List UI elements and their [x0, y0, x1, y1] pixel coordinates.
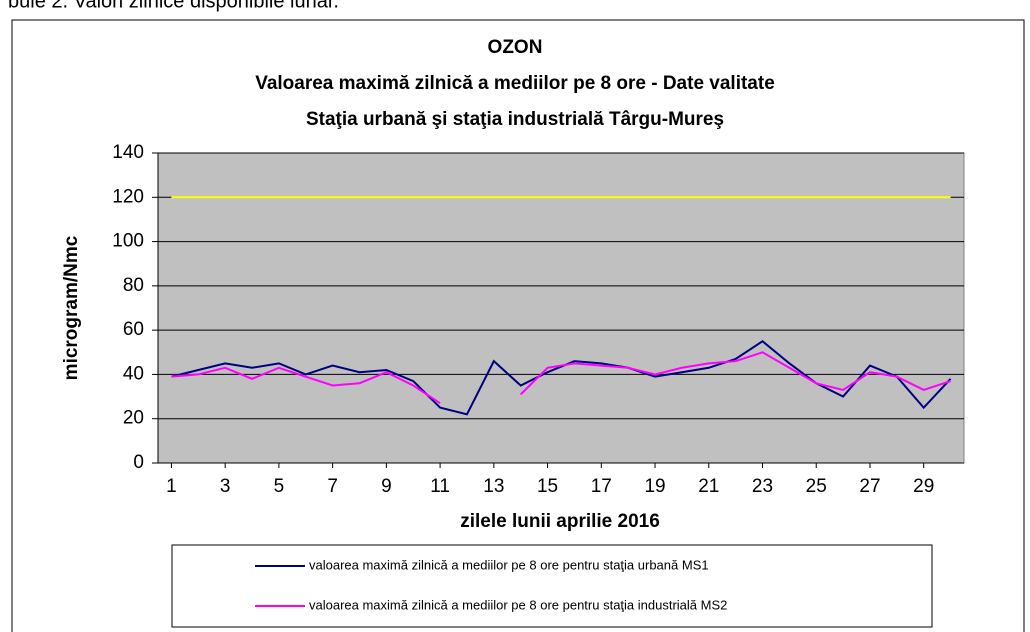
x-tick-label: 25: [806, 476, 827, 497]
y-tick-label: 20: [123, 408, 144, 429]
x-tick-label: 23: [752, 476, 773, 497]
x-tick-label: 15: [537, 476, 558, 497]
chart-subtitle: Staţia urbană şi staţia industrială Târg…: [306, 109, 724, 130]
x-tick-label: 5: [274, 476, 285, 497]
series-line: [171, 366, 441, 405]
x-tick-label: 21: [698, 476, 719, 497]
x-tick-label: 27: [859, 476, 880, 497]
legend: [171, 544, 933, 628]
x-tick-label: 29: [913, 476, 934, 497]
y-tick-label: 140: [112, 142, 144, 163]
x-tick-label: 17: [591, 476, 612, 497]
chart-title: OZON: [488, 37, 543, 58]
legend-label: valoarea maximă zilnică a mediilor pe 8 …: [309, 597, 727, 612]
y-tick-label: 120: [112, 186, 144, 207]
x-tick-label: 19: [644, 476, 665, 497]
legend-label: valoarea maximă zilnică a mediilor pe 8 …: [309, 557, 709, 572]
y-tick-label: 100: [112, 231, 144, 252]
x-tick-label: 11: [430, 476, 450, 497]
x-tick-label: 1: [166, 476, 177, 497]
y-axis-label: microgram/Nmc: [61, 235, 82, 380]
series-line: [171, 339, 952, 416]
y-tick-label: 60: [123, 319, 144, 340]
y-tick-label: 80: [123, 275, 144, 296]
x-tick-label: 3: [220, 476, 231, 497]
x-tick-label: 7: [327, 476, 338, 497]
chart-subtitle: Valoarea maximă zilnică a mediilor pe 8 …: [255, 73, 775, 94]
series-line: [519, 351, 951, 396]
y-tick-label: 0: [133, 452, 144, 473]
caption: bule 2. Valori zilnice disponibile lunar…: [8, 0, 339, 12]
x-tick-label: 9: [381, 476, 392, 497]
plot-area: [157, 152, 965, 464]
x-axis-label: zilele lunii aprilie 2016: [460, 511, 660, 532]
x-tick-label: 13: [483, 476, 504, 497]
y-tick-label: 40: [123, 363, 144, 384]
